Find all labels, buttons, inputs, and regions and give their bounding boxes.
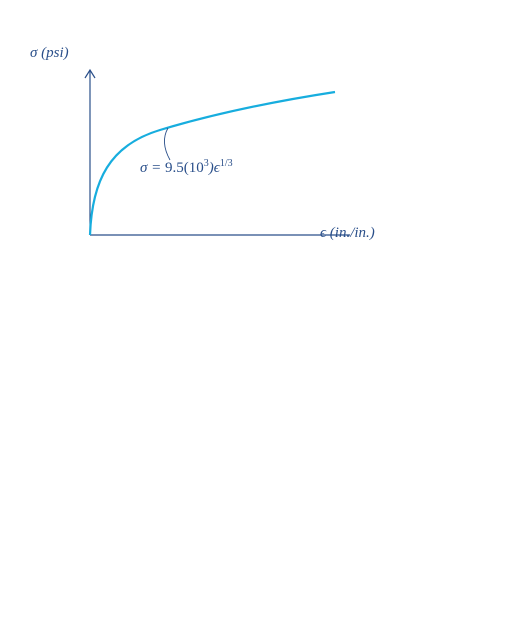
eq-prefix: σ =	[140, 160, 165, 176]
eq-coeff: 9.5(10	[165, 160, 204, 176]
curve-equation: σ = 9.5(103)ϵ1/3	[140, 158, 233, 177]
leader-line	[164, 128, 170, 160]
x-axis-label: ϵ (in./in.)	[320, 225, 375, 242]
eq-exp2: 1/3	[220, 158, 233, 169]
eq-mid: )ϵ	[209, 160, 220, 176]
